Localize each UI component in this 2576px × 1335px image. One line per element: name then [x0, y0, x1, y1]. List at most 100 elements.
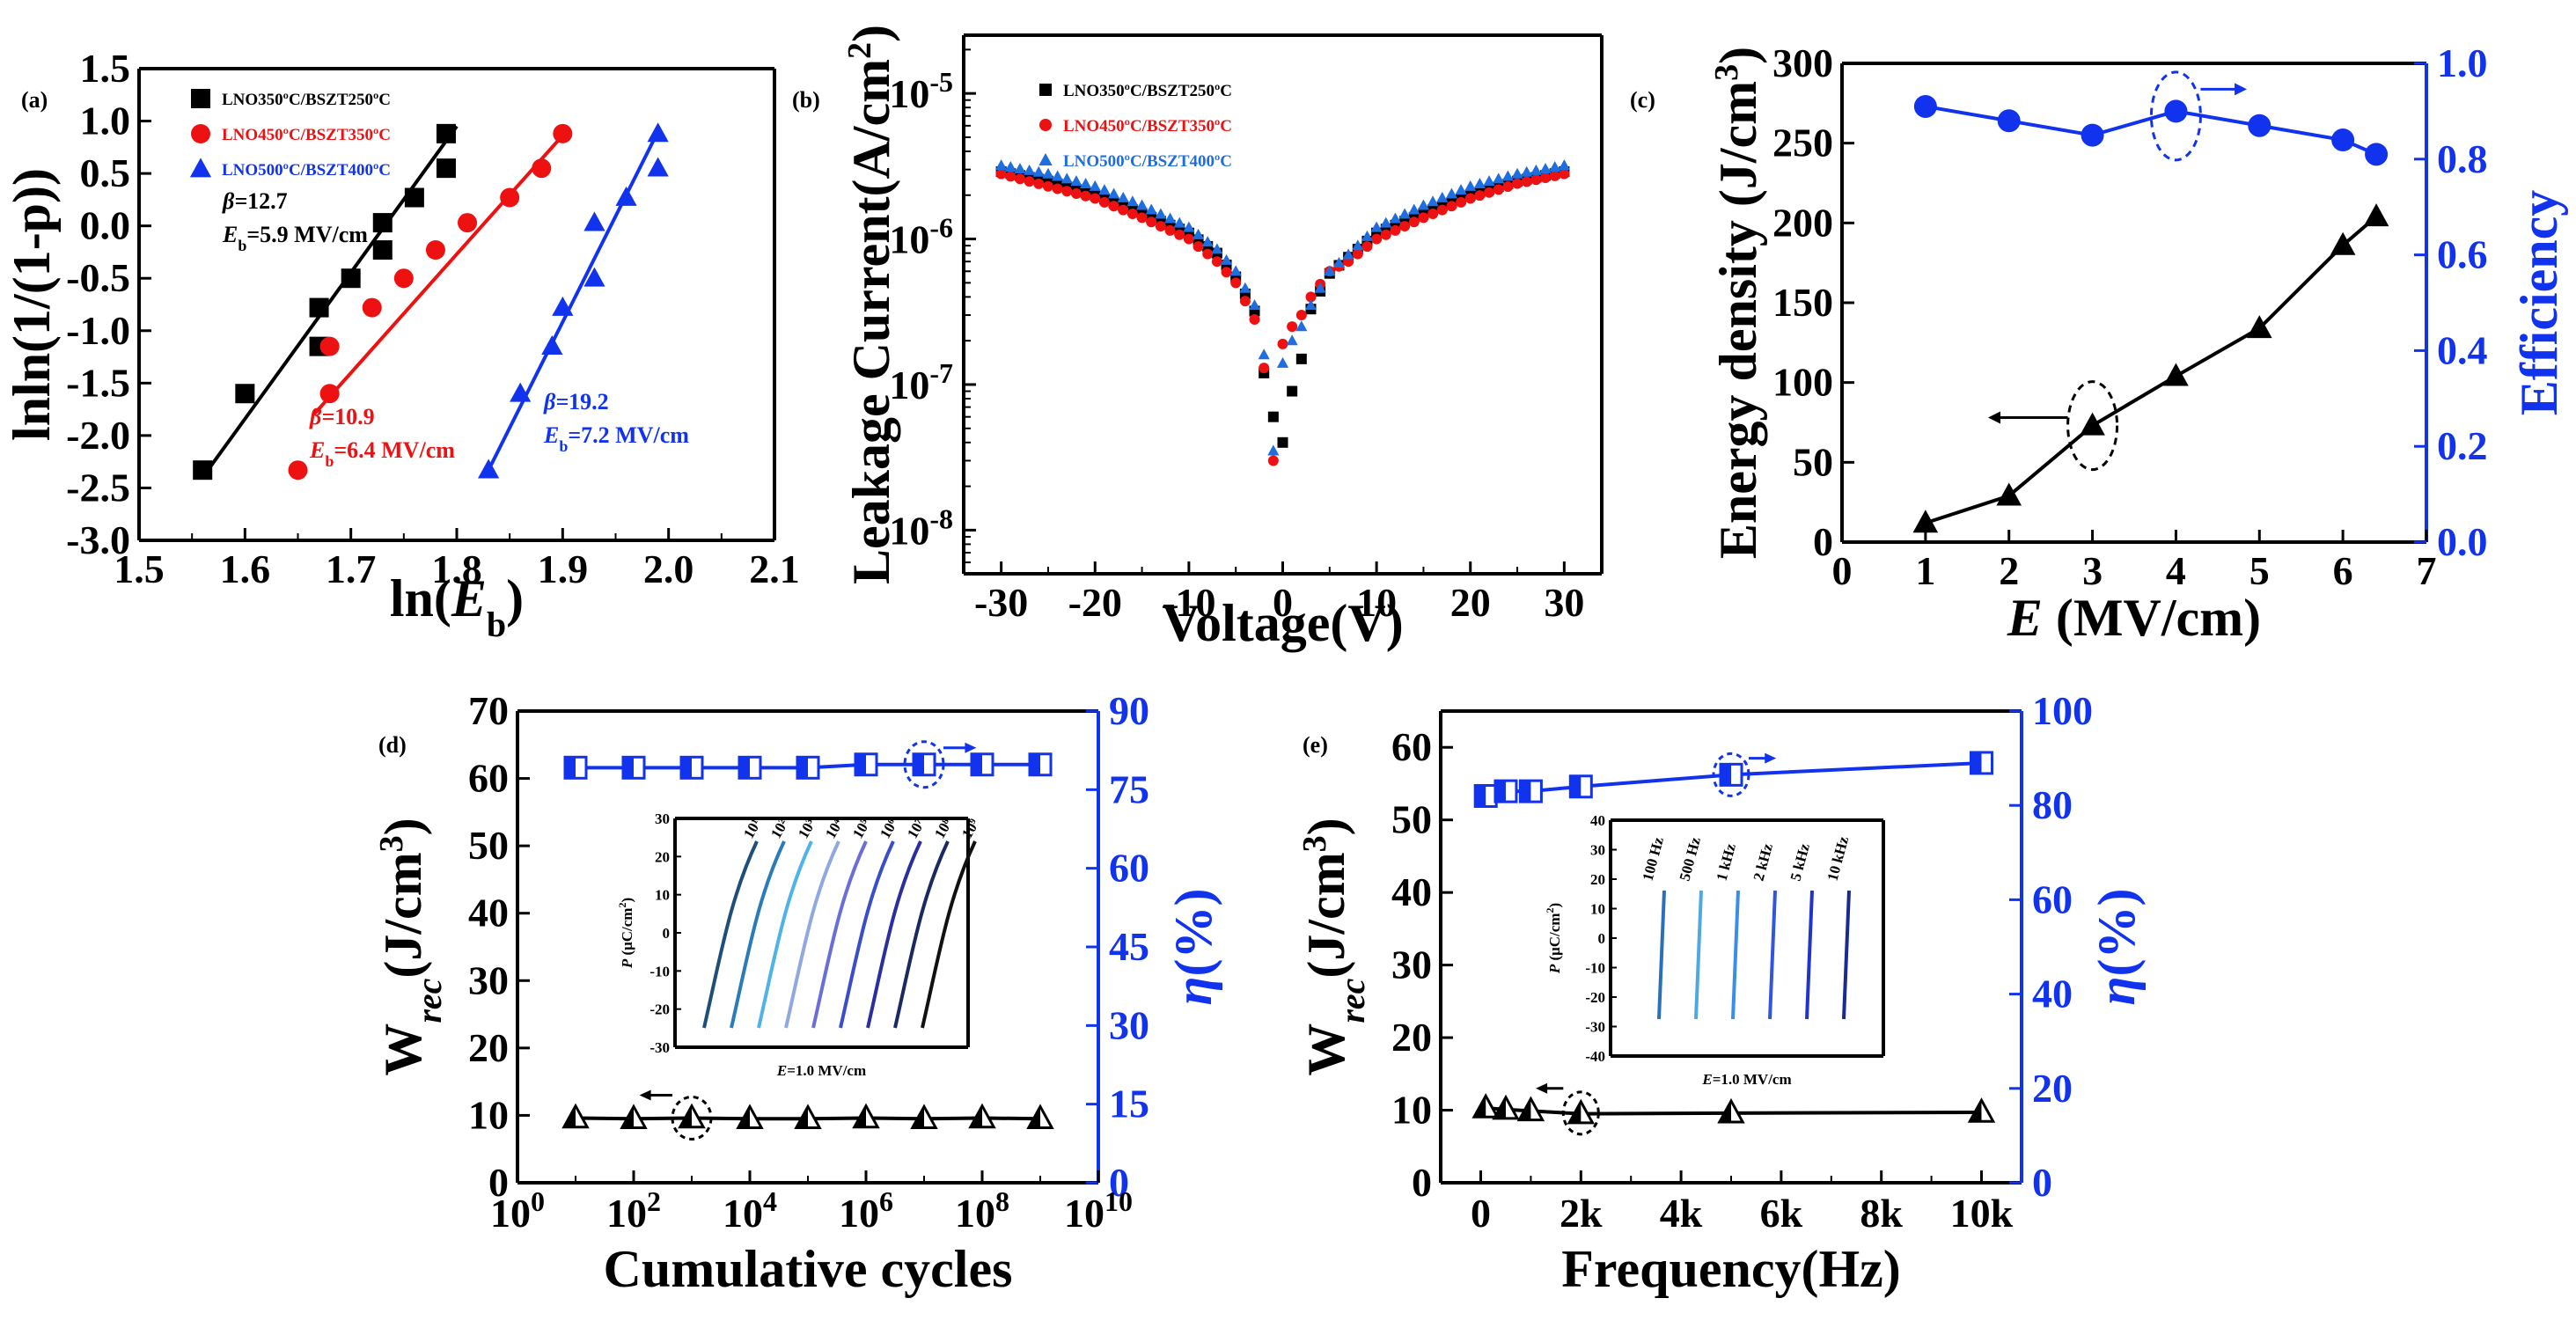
- panel-b-point: [1352, 248, 1363, 260]
- panel-b-point: [1230, 277, 1242, 289]
- panel-b-point: [1446, 201, 1457, 212]
- panel-b-point: [1239, 282, 1251, 293]
- panel-b-point: [1286, 334, 1298, 346]
- panel-d-tag: (d): [378, 732, 407, 758]
- panel-a-ytick-label: -2.5: [66, 465, 130, 510]
- panel-d-xtick-label: 108: [955, 1185, 1009, 1236]
- panel-c-point: [2365, 143, 2389, 166]
- panel-c-ellipse-left: [2066, 380, 2119, 472]
- panel-b-point: [1080, 190, 1091, 202]
- panel-b-point: [1052, 170, 1064, 181]
- panel-d-xtick-label: 104: [723, 1185, 777, 1236]
- panel-c-point: [1912, 510, 1939, 533]
- panel-a-legend-label: LNO500ºC/BSZT400ºC: [222, 161, 391, 180]
- panel-c-xtick-label: 2: [1999, 548, 2019, 593]
- panel-b-point: [1201, 236, 1214, 247]
- panel-e-yltick-label: 0: [1412, 1160, 1432, 1205]
- panel-a-ytick-label: -2.0: [66, 413, 130, 458]
- panel-e-point: [1719, 762, 1743, 787]
- panel-c-yrtick-label: 0.6: [2437, 232, 2488, 277]
- panel-d-inset-loop: [757, 840, 813, 1029]
- panel-c-yltick-label: 100: [1772, 360, 1833, 405]
- panel-e-xtick-label: 8k: [1860, 1191, 1903, 1236]
- panel-b-point: [1483, 175, 1495, 187]
- panel-e-point-fill: [1569, 1101, 1582, 1123]
- panel-d-point: [563, 755, 588, 780]
- panel-e-point: [1969, 751, 1993, 775]
- panel-c-yltick-label: 0: [1813, 519, 1833, 564]
- panel-b-legend-label: LNO350ºC/BSZT250ºC: [1063, 82, 1232, 100]
- panel-d-yrtick-label: 45: [1109, 924, 1149, 969]
- panel-d-inset-ytick-label: -30: [650, 1039, 670, 1056]
- panel-a-xtick-label: 1.5: [114, 546, 165, 591]
- panel-d-point-fill: [972, 753, 982, 775]
- panel-b-point: [1164, 224, 1176, 236]
- panel-c-point: [1997, 109, 2021, 133]
- panel-c: 0 1 2 3 4 5 6 7 0 50 100 150 200 250 300 0.0 0.2 0.4 0.6 0.…: [1630, 40, 2568, 647]
- panel-d-point: [910, 1104, 938, 1129]
- panel-c-xlabel: E (MV/cm): [2007, 589, 2261, 647]
- panel-c-xtick-label: 3: [2082, 548, 2103, 593]
- panel-d-point-fill: [679, 1105, 692, 1127]
- panel-d-inset-ytick-label: 20: [655, 848, 670, 865]
- panel-c-yltick-label: 300: [1772, 40, 1833, 85]
- panel-b-point: [1276, 356, 1289, 368]
- panel-b-point: [1380, 216, 1392, 228]
- panel-a-fit-line: [206, 125, 459, 472]
- panel-b-ylabel: Leakage Current(A/cm2): [841, 25, 900, 584]
- panel-d-inset-ytick-label: -10: [650, 963, 670, 979]
- panel-b-point: [1287, 321, 1298, 333]
- panel-b-point: [1464, 193, 1476, 204]
- panel-a-point: [341, 268, 361, 289]
- panel-d-inset-loop: [921, 840, 977, 1029]
- panel-e-inset-ytick-label: -20: [1585, 989, 1605, 1006]
- panel-b-point: [1211, 243, 1223, 254]
- panel-a-point: [583, 267, 605, 287]
- panel-e-yrtick-label: 40: [2032, 972, 2073, 1016]
- panel-c-arrowhead-right: [2235, 83, 2248, 96]
- panel-b-point: [1221, 267, 1232, 278]
- panel-b-point: [1436, 191, 1449, 202]
- panel-b-point: [1539, 162, 1552, 173]
- panel-e-point-fill: [1519, 1098, 1531, 1120]
- panel-a-point: [510, 382, 532, 402]
- panel-b-point: [1493, 184, 1504, 195]
- panel-e-point: [1471, 1093, 1500, 1119]
- panel-d-yrtick-label: 90: [1109, 688, 1149, 733]
- panel-c-yltick-label: 50: [1793, 439, 1833, 484]
- panel-d-point-fill: [739, 757, 750, 779]
- panel-a-point: [647, 122, 669, 143]
- panel-d-yltick-label: 40: [468, 891, 509, 935]
- panel-b-point: [1183, 221, 1195, 232]
- panel-d-yltick-label: 0: [488, 1160, 509, 1205]
- panel-e-inset-xlabel: E=1.0 MV/cm: [1701, 1071, 1791, 1088]
- panel-e-inset-loop: [1842, 890, 1851, 1020]
- panel-e-inset-loop-label: 500 Hz: [1677, 835, 1705, 883]
- panel-a-point: [436, 158, 456, 179]
- panel-b-point: [1445, 187, 1458, 199]
- panel-a-eb: Eb=5.9 MV/cm: [222, 222, 368, 254]
- panel-e-point: [1967, 1097, 1996, 1123]
- panel-b-point: [1155, 208, 1167, 219]
- panel-d-point: [620, 1104, 648, 1129]
- panel-e-ylabel-right: η(%): [2088, 889, 2146, 1006]
- panel-a-legend-marker: [191, 89, 210, 108]
- panel-e-point: [1516, 1096, 1545, 1122]
- panel-d-point-fill: [563, 1105, 576, 1127]
- panel-d-ylabel-right: η(%): [1164, 889, 1222, 1006]
- panel-b-point: [1530, 174, 1542, 186]
- panel-c-xtick-label: 5: [2249, 548, 2270, 593]
- panel-d-inset-ytick-label: 30: [655, 811, 670, 827]
- panel-b-point: [1456, 196, 1467, 208]
- panel-a-ytick-label: 0.5: [80, 150, 131, 195]
- panel-b-point: [1399, 221, 1411, 232]
- panel-b-point: [1127, 209, 1138, 220]
- panel-e-ellipse-left: [1561, 1090, 1600, 1136]
- panel-e-point-fill: [1520, 781, 1531, 803]
- panel-b-point: [1193, 241, 1204, 253]
- panel-b-point: [1361, 230, 1374, 241]
- panel-a-tag: (a): [21, 87, 48, 113]
- panel-a-xtick-label: 1.7: [326, 546, 377, 591]
- panel-a-ytick-label: 1.5: [80, 46, 131, 91]
